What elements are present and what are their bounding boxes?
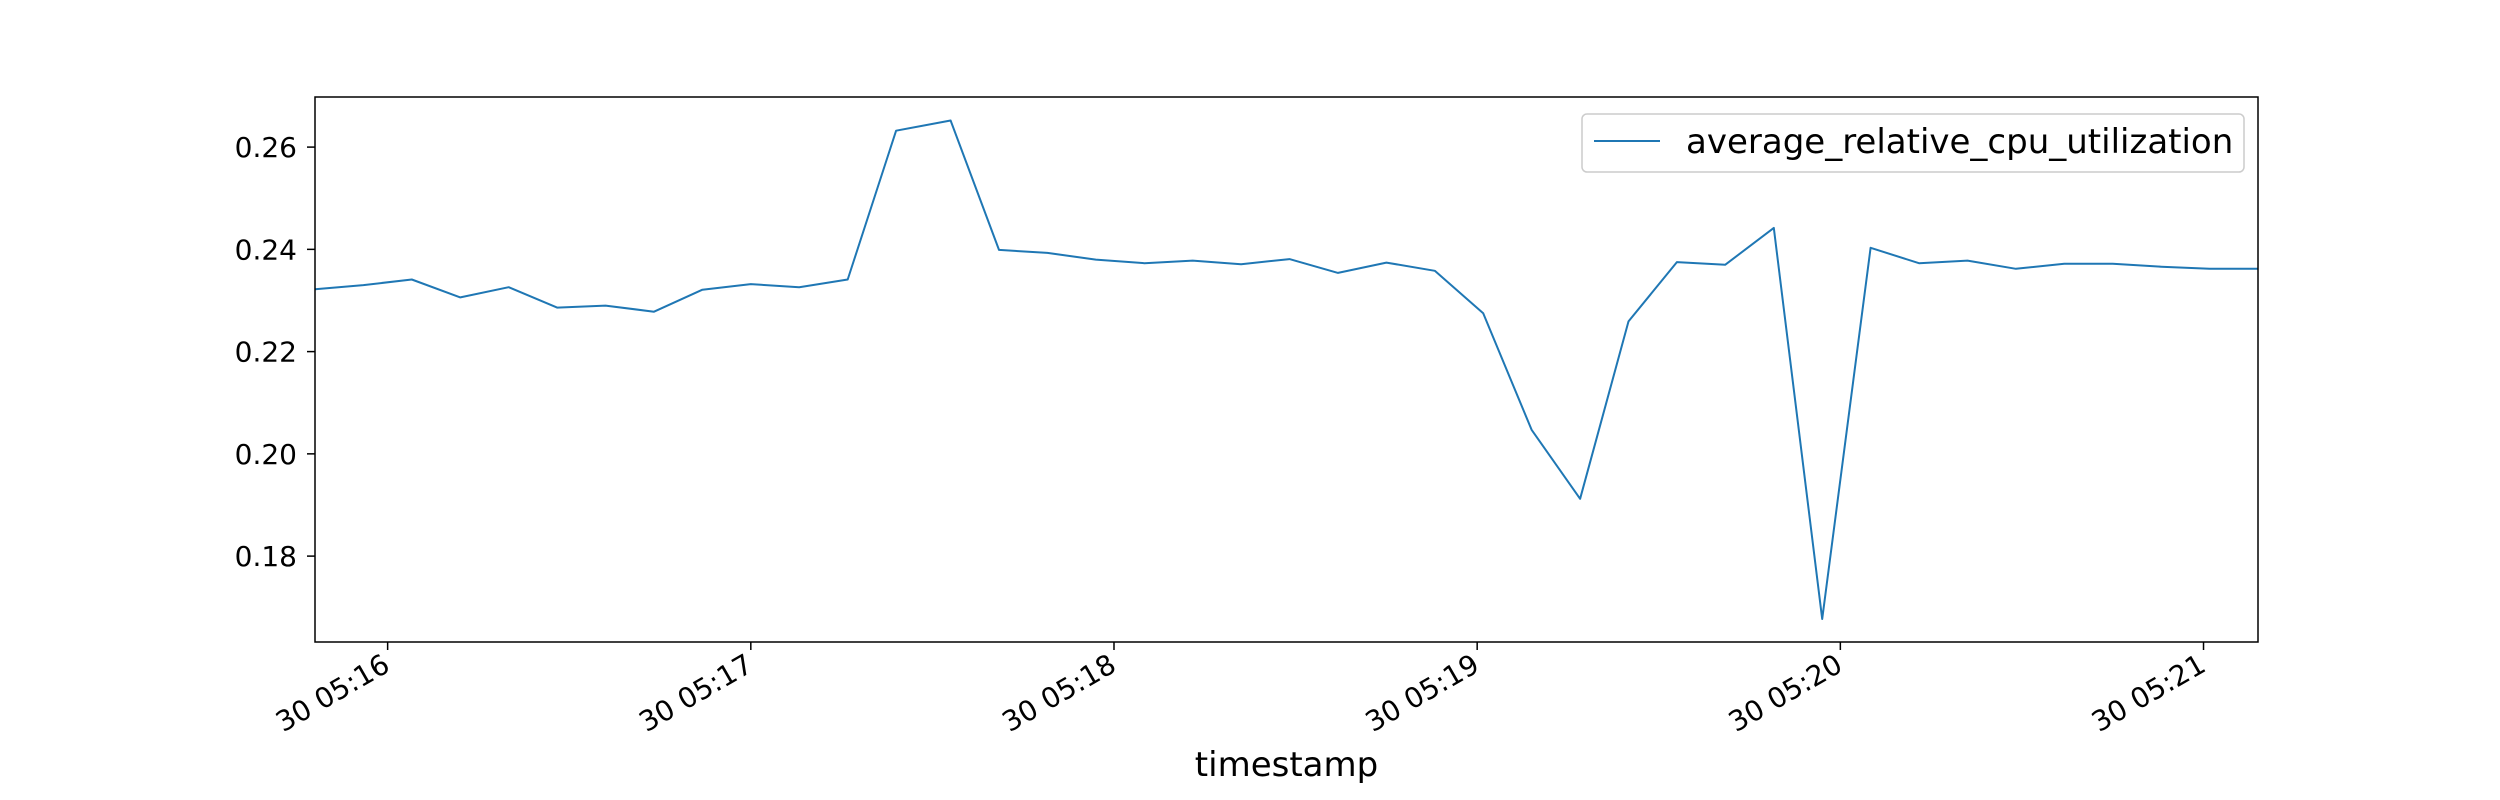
axes-frame xyxy=(314,96,2259,643)
y-tick-label: 0.24 xyxy=(235,233,297,266)
legend-box xyxy=(1581,113,2245,173)
y-tick-label: 0.18 xyxy=(235,540,297,573)
y-tick-label: 0.26 xyxy=(235,131,297,164)
series-line-0 xyxy=(314,119,2258,620)
y-tick-label: 0.20 xyxy=(235,438,297,471)
x-axis-title: timestamp xyxy=(1195,745,1378,785)
y-axis: 0.18 0.20 0.22 0.24 0.26 xyxy=(235,131,315,573)
legend: average_relative_cpu_utilization xyxy=(1581,113,2245,173)
legend-entry-label: average_relative_cpu_utilization xyxy=(1686,122,2233,162)
y-tick-label: 0.22 xyxy=(235,336,297,369)
plot-area xyxy=(314,119,2258,620)
